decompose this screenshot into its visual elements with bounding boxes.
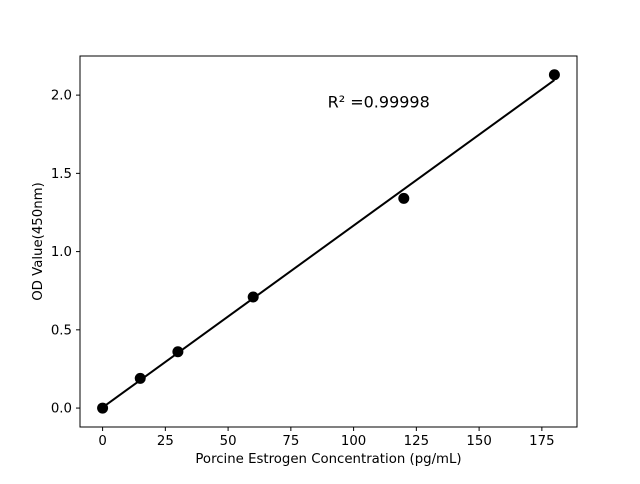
data-point <box>97 402 109 414</box>
data-point <box>398 192 410 204</box>
y-tick-label: 2.0 <box>51 89 72 104</box>
y-tick-label: 1.0 <box>51 245 72 260</box>
fit-line <box>102 79 555 409</box>
x-tick-label: 0 <box>98 434 106 449</box>
y-axis-label: OD Value(450nm) <box>31 182 46 301</box>
data-point <box>134 372 146 384</box>
y-tick-label: 1.5 <box>51 167 72 182</box>
plot-frame <box>79 55 578 428</box>
x-tick-label: 25 <box>157 434 174 449</box>
data-point <box>247 291 259 303</box>
y-tick-label: 0.5 <box>51 323 72 338</box>
x-tick-label: 75 <box>282 434 299 449</box>
x-tick-label: 150 <box>466 434 491 449</box>
x-tick-label: 100 <box>341 434 366 449</box>
x-tick-label: 50 <box>220 434 237 449</box>
x-axis-label: Porcine Estrogen Concentration (pg/mL) <box>195 452 461 467</box>
data-point <box>172 346 184 358</box>
x-tick-label: 175 <box>529 434 554 449</box>
x-tick-label: 125 <box>404 434 429 449</box>
y-tick-label: 0.0 <box>51 402 72 417</box>
r-squared-annotation: R² =0.99998 <box>328 92 430 111</box>
data-point <box>548 69 560 81</box>
plot-area: 0 25 50 75 100 125 150 175 0.0 0.5 1.0 1.5 2.0 <box>51 55 578 449</box>
